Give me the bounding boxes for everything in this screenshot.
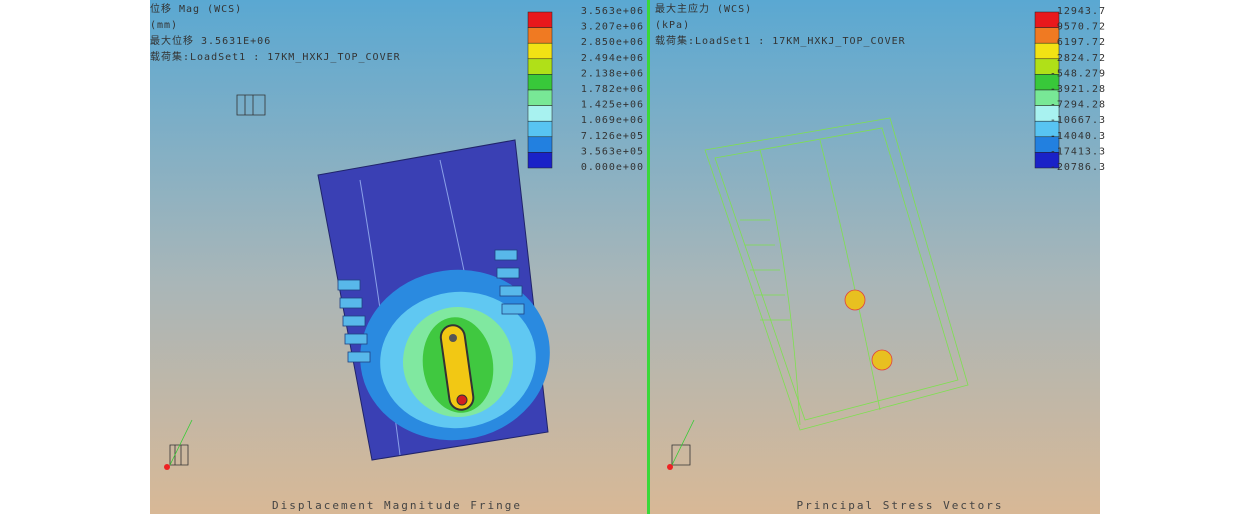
legend-label: 2.850e+06 xyxy=(581,37,644,48)
legend-label: 6197.72 xyxy=(1057,37,1106,48)
legend-label: -3921.28 xyxy=(1050,84,1106,95)
legend-swatch xyxy=(527,42,553,60)
caption: Principal Stress Vectors xyxy=(797,499,1004,512)
legend-label: -20786.3 xyxy=(1050,162,1106,173)
legend-label: 12943.7 xyxy=(1057,6,1106,17)
legend-swatch xyxy=(527,105,553,122)
legend-label: 3.207e+06 xyxy=(581,22,644,33)
fringe-model xyxy=(317,139,550,461)
legend-swatch xyxy=(527,120,553,138)
legend-label: 1.069e+06 xyxy=(581,115,644,126)
caption: Displacement Magnitude Fringe xyxy=(272,499,522,512)
legend-label: 2.494e+06 xyxy=(581,53,644,64)
legend-swatch xyxy=(1034,11,1060,28)
header-line: 最大主应力 (WCS) xyxy=(655,2,752,15)
legend-label: -17413.3 xyxy=(1050,146,1106,157)
legend-label: -7294.28 xyxy=(1050,100,1106,111)
header-line: (mm) xyxy=(150,20,178,31)
legend-label: -548.279 xyxy=(1050,68,1106,79)
viewport-bg xyxy=(150,0,1100,514)
header-line: 最大位移 3.5631E+06 xyxy=(150,34,271,47)
legend-swatch xyxy=(527,58,553,75)
legend-label: 9570.72 xyxy=(1057,22,1106,33)
divider xyxy=(647,0,650,514)
legend-swatch xyxy=(527,152,553,169)
vector-model xyxy=(704,117,969,431)
panels: 位移 Mag (WCS) (mm) 最大位移 3.5631E+06 载荷集:LoadS… xyxy=(150,2,1106,512)
header-line: 位移 Mag (WCS) xyxy=(150,2,242,15)
legend-label: -14040.3 xyxy=(1050,131,1106,142)
legend-label: 3.563e+06 xyxy=(581,6,644,17)
legend-label: -10667.3 xyxy=(1050,115,1106,126)
legend-swatch xyxy=(527,74,553,91)
header-line: 载荷集:LoadSet1 : 17KM_HXKJ_TOP_COVER xyxy=(150,50,401,63)
legend-swatch xyxy=(1034,27,1060,44)
legend-swatch xyxy=(527,11,553,28)
legend-label: 2824.72 xyxy=(1057,53,1106,64)
legend-label: 0.000e+00 xyxy=(581,162,644,173)
legend-label: 1.425e+06 xyxy=(581,100,644,111)
legend-swatch xyxy=(527,136,553,153)
legend-label: 7.126e+05 xyxy=(581,131,644,142)
legend-label: 3.563e+05 xyxy=(581,146,644,157)
legend-swatch xyxy=(527,89,553,106)
legend-swatch xyxy=(1034,152,1060,169)
header-line: (kPa) xyxy=(655,20,690,31)
axis-triad xyxy=(164,94,695,470)
header-line: 载荷集:LoadSet1 : 17KM_HXKJ_TOP_COVER xyxy=(655,34,906,47)
legend-label: 1.782e+06 xyxy=(581,84,644,95)
legend-swatch xyxy=(1034,42,1060,60)
legend-swatch xyxy=(527,27,553,44)
legend-label: 2.138e+06 xyxy=(581,68,644,79)
